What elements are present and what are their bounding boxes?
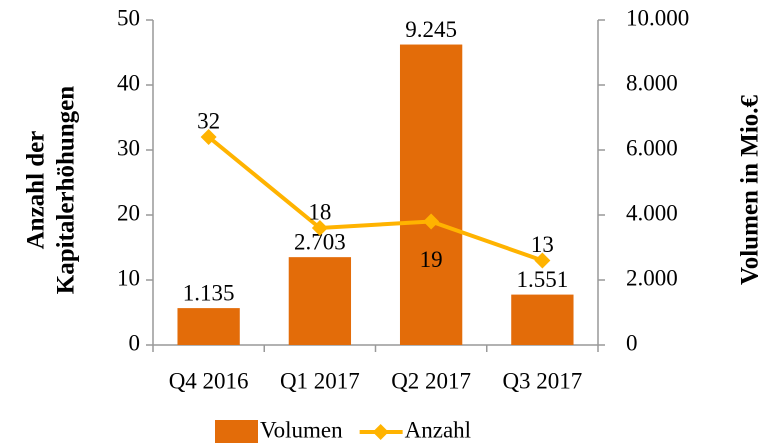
- y-tick-label: 50: [117, 5, 140, 30]
- line: [207, 135, 544, 263]
- y2-tick-label: 10.000: [626, 5, 689, 30]
- y2-tick-label: 0: [626, 330, 638, 355]
- y-tick-label: 20: [117, 200, 140, 225]
- line-marker: [311, 220, 328, 236]
- bar: [288, 257, 352, 345]
- line-value-label: 19: [420, 247, 443, 272]
- y-tick-label: 10: [117, 265, 140, 290]
- y-axis-title: Kapitalerhöhungen: [53, 86, 80, 294]
- y-tick-label: 30: [117, 135, 140, 160]
- bar: [177, 308, 240, 345]
- y2-tick-label: 2.000: [626, 265, 678, 290]
- line-marker: [423, 213, 440, 230]
- x-tick-label: Q1 2017: [280, 368, 360, 393]
- y2-tick-label: 4.000: [626, 200, 678, 225]
- bar-value-label: 9.245: [405, 17, 457, 42]
- legend-swatch: [372, 424, 389, 440]
- legend-label: Anzahl: [405, 417, 471, 442]
- legend-swatch: [215, 420, 258, 443]
- y-axis-title: Anzahl der: [23, 131, 50, 250]
- line-marker: [534, 252, 551, 269]
- line-value-label: 13: [531, 232, 554, 257]
- y-tick-label: 40: [117, 70, 140, 95]
- y2-axis-title: Volumen in Mio.€: [737, 94, 764, 285]
- x-tick-label: Q3 2017: [502, 368, 582, 393]
- x-tick-label: Q2 2017: [391, 368, 471, 393]
- y-tick-label: 0: [129, 330, 141, 355]
- legend-label: Volumen: [260, 417, 343, 442]
- bar: [399, 44, 463, 345]
- bar-value-label: 1.551: [517, 267, 569, 292]
- y2-tick-label: 6.000: [626, 135, 678, 160]
- line-value-label: 18: [308, 199, 331, 224]
- line-marker: [200, 129, 217, 145]
- x-tick-label: Q4 2016: [169, 368, 249, 393]
- y2-tick-label: 8.000: [626, 70, 678, 95]
- bar-value-label: 1.135: [183, 280, 235, 305]
- line-value-label: 32: [197, 108, 220, 133]
- bar: [511, 294, 574, 345]
